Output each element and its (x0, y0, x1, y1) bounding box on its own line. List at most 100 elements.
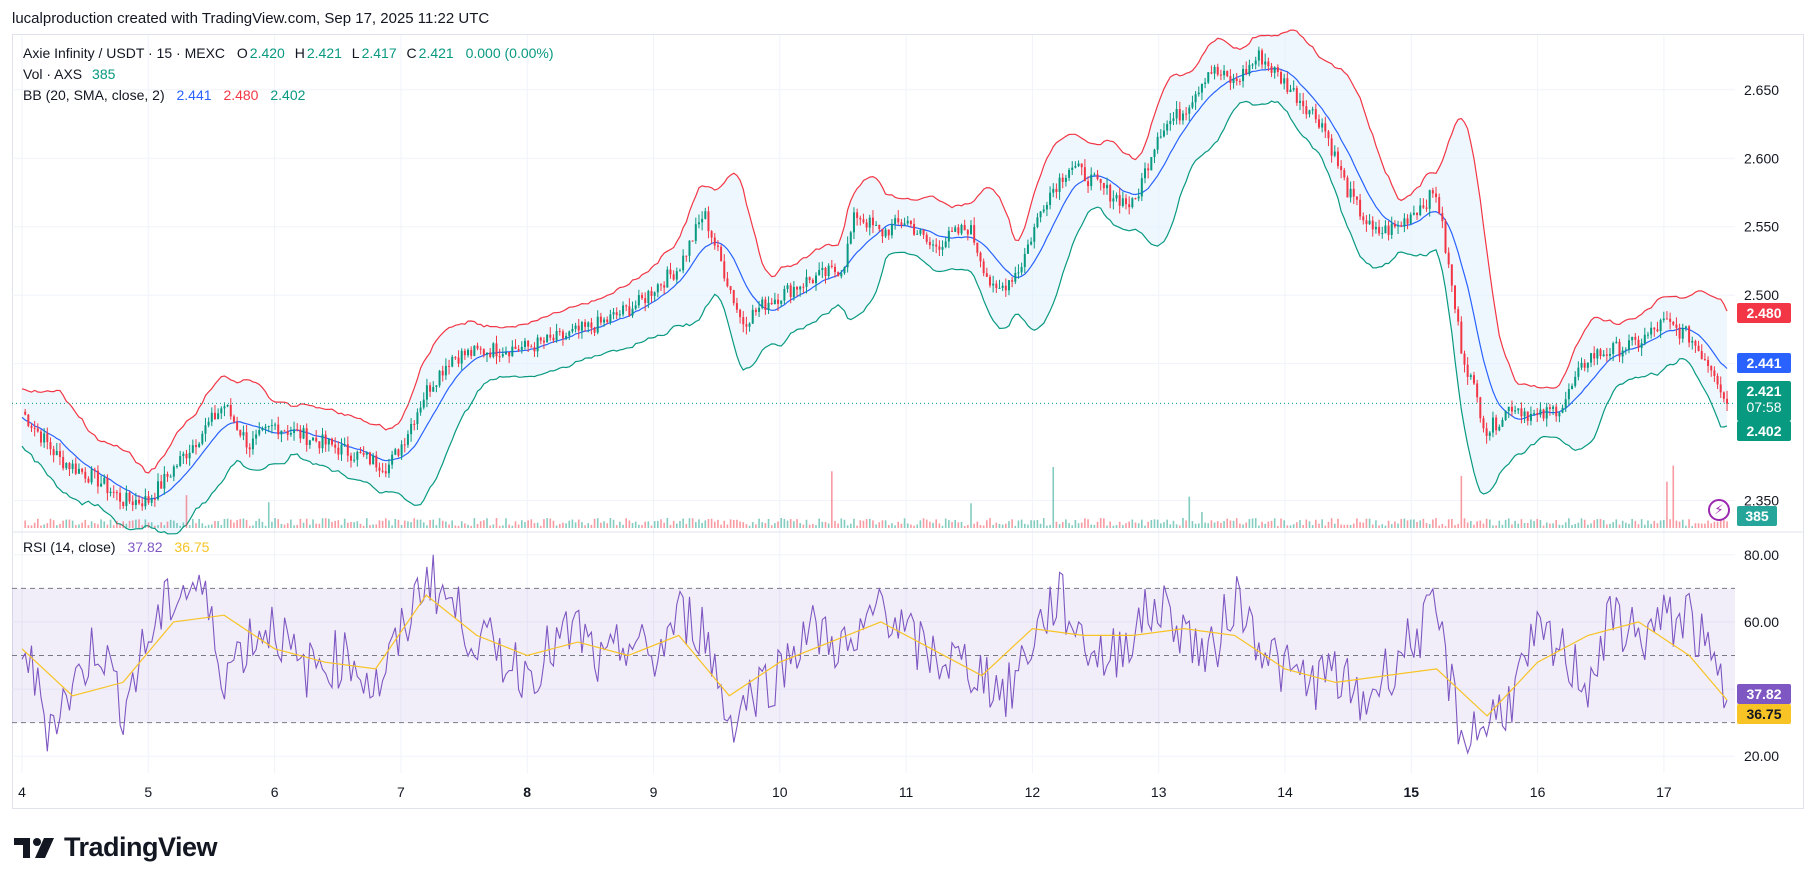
candle-body (188, 452, 191, 459)
volume-bar (590, 524, 593, 528)
volume-bar (1542, 525, 1545, 528)
candle-body (1232, 78, 1235, 84)
candle-body (39, 431, 42, 443)
volume-bar (1606, 524, 1608, 528)
volume-bar (1318, 523, 1320, 528)
candle-body (805, 277, 808, 287)
volume-bar (1036, 519, 1039, 528)
candle-body (565, 335, 568, 339)
candle-body (1593, 353, 1596, 359)
candle-body (542, 340, 545, 343)
volume-bar (872, 520, 874, 528)
volume-bar (1270, 520, 1273, 528)
volume-bar (1666, 481, 1668, 528)
candle-body (802, 286, 805, 288)
candle-body (1194, 94, 1197, 103)
bb-upper-line (21, 29, 1728, 474)
candle-body (52, 449, 55, 456)
candle-body (580, 322, 583, 331)
candle-body (365, 452, 368, 455)
volume-bar (1371, 524, 1374, 528)
candle-body (1001, 285, 1004, 288)
candle-body (1292, 88, 1295, 90)
candle-body (267, 425, 270, 427)
candle-body (1580, 362, 1583, 368)
candle-body (141, 503, 144, 507)
volume-bar (925, 519, 928, 528)
candle-body (179, 456, 182, 466)
volume-bar (391, 525, 393, 528)
candle-body (293, 429, 296, 433)
volume-bar (666, 518, 669, 528)
volume-bar (853, 518, 855, 528)
candle-body (1643, 334, 1646, 344)
candle-body (242, 432, 245, 436)
volume-bar (1077, 523, 1080, 528)
volume-bar (1172, 520, 1175, 528)
rsi-line (21, 554, 1728, 755)
volume-bar (1691, 525, 1694, 528)
candle-body (1321, 123, 1324, 128)
candle-body (1166, 124, 1169, 131)
rsi-ma-value: 36.75 (174, 539, 210, 555)
time-axis-label: 17 (1656, 784, 1672, 800)
volume-legend[interactable]: Vol · AXS 385 (23, 66, 117, 82)
candle-body (1612, 343, 1615, 354)
volume-bar (331, 521, 333, 528)
candle-body (1346, 177, 1349, 198)
candle-body (232, 416, 235, 422)
candle-body (1317, 119, 1320, 128)
lightning-icon[interactable]: ⚡ (1708, 499, 1730, 521)
candle-body (359, 451, 362, 454)
candle-body (663, 285, 666, 288)
candle-body (109, 491, 112, 494)
tradingview-logo[interactable]: TradingView (14, 832, 218, 863)
candle-body (1045, 204, 1048, 210)
volume-bar (1223, 521, 1225, 528)
candle-body (1485, 428, 1488, 436)
volume-bar (1188, 496, 1191, 528)
volume-bar (802, 524, 805, 528)
volume-bar (1254, 518, 1257, 528)
candle-body (603, 319, 606, 323)
volume-bar (1023, 523, 1026, 528)
candle-body (875, 224, 878, 226)
volume-bar (625, 518, 628, 528)
volume-bar (122, 521, 125, 528)
volume-bar (356, 521, 359, 528)
candle-body (422, 399, 425, 408)
candle-body (1640, 343, 1643, 348)
bb-legend[interactable]: BB (20, SMA, close, 2) 2.441 2.480 2.402 (23, 87, 307, 103)
bb-lower-line (21, 100, 1728, 535)
volume-bar (1362, 522, 1365, 528)
symbol-name[interactable]: Axie Infinity / USDT · 15 · MEXC (23, 45, 226, 61)
candle-body (1026, 244, 1029, 254)
volume-bar (1166, 519, 1168, 528)
volume-bar (1384, 525, 1387, 528)
volume-bar (109, 519, 112, 528)
rsi-legend[interactable]: RSI (14, close) 37.82 36.75 (23, 539, 211, 555)
volume-bar (913, 525, 915, 528)
candle-body (87, 478, 90, 483)
volume-bar (992, 524, 994, 528)
volume-bar (805, 519, 808, 528)
candle-body (1397, 225, 1400, 227)
volume-bar (669, 524, 672, 528)
candle-body (1621, 350, 1624, 357)
volume-bar (1248, 519, 1251, 528)
volume-bar (929, 521, 931, 528)
volume-bar (55, 525, 58, 528)
volume-bar (1555, 520, 1558, 528)
volume-bar (1406, 520, 1409, 528)
candle-body (1178, 109, 1181, 121)
volume-bar (609, 518, 612, 528)
candle-body (637, 295, 640, 306)
candle-body (925, 234, 928, 242)
candle-body (688, 240, 691, 256)
candle-body (995, 283, 998, 289)
volume-bar (1343, 524, 1346, 528)
candle-body (1378, 226, 1381, 234)
candle-body (264, 426, 267, 429)
candle-body (1599, 349, 1602, 357)
